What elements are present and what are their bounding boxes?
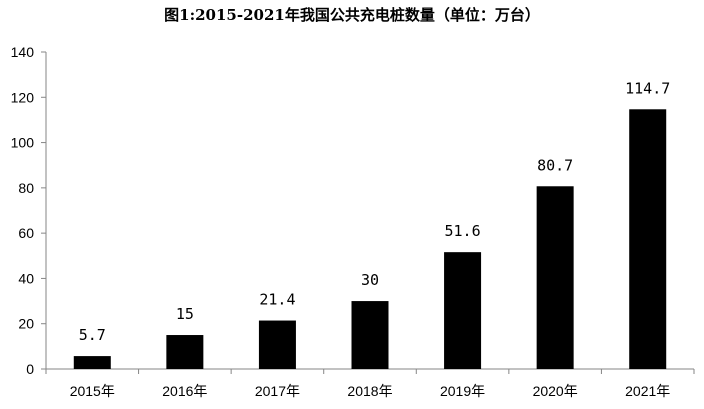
y-tick-label: 80 <box>18 180 34 196</box>
chart-title: 图1:2015-2021年我国公共充电桩数量（单位：万台） <box>164 6 540 24</box>
y-tick-label: 60 <box>18 225 34 241</box>
y-tick-label: 100 <box>11 135 35 151</box>
data-label: 5.7 <box>79 326 106 344</box>
bar <box>629 109 667 369</box>
data-label: 51.6 <box>445 222 481 240</box>
y-tick-label: 40 <box>18 270 34 286</box>
x-tick-label: 2016年 <box>162 383 207 399</box>
bar <box>351 301 389 369</box>
x-tick-label: 2021年 <box>625 383 670 399</box>
y-axis-ticks: 0 20 40 60 80 100 120 140 <box>11 44 46 377</box>
y-tick-label: 120 <box>11 89 35 105</box>
data-label: 30 <box>361 271 379 289</box>
data-label: 21.4 <box>259 291 295 309</box>
x-tick-label: 2019年 <box>440 383 485 399</box>
data-label: 80.7 <box>537 156 573 174</box>
x-tick-label: 2020年 <box>533 383 578 399</box>
data-label: 15 <box>176 305 194 323</box>
bar <box>73 356 111 369</box>
y-tick-label: 20 <box>18 316 34 332</box>
bar <box>258 320 296 369</box>
y-tick-label: 140 <box>11 44 35 60</box>
data-labels: 5.7 15 21.4 30 51.6 80.7 114.7 <box>79 79 671 344</box>
x-tick-label: 2015年 <box>70 383 115 399</box>
data-label: 114.7 <box>625 79 670 97</box>
x-tick-label: 2017年 <box>255 383 300 399</box>
y-tick-label: 0 <box>26 361 34 377</box>
x-tick-label: 2018年 <box>347 383 392 399</box>
bar <box>536 186 574 369</box>
x-axis-ticks: 2015年 2016年 2017年 2018年 2019年 2020年 2021年 <box>45 369 695 399</box>
bar <box>444 252 482 369</box>
bars <box>73 109 667 369</box>
bar <box>166 335 204 369</box>
